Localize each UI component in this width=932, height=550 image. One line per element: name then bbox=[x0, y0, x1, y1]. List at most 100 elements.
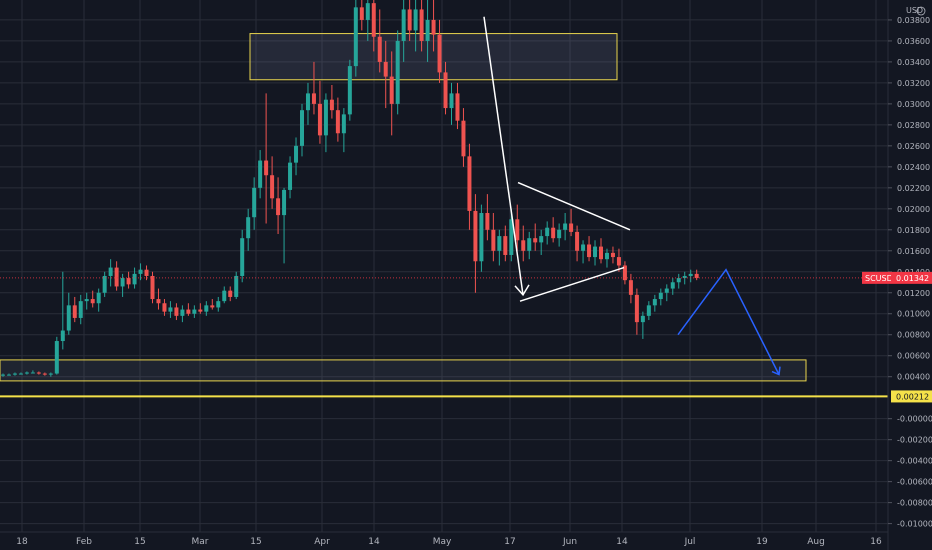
candle-body bbox=[102, 275, 107, 293]
support-zone-rect[interactable] bbox=[0, 359, 807, 382]
candle bbox=[593, 240, 598, 266]
projection-path[interactable] bbox=[677, 268, 780, 375]
candle-body bbox=[24, 372, 29, 374]
candle-body bbox=[401, 9, 406, 41]
candle bbox=[126, 271, 131, 289]
candle bbox=[551, 217, 556, 243]
price-tick-label: 0.03200 bbox=[897, 79, 930, 88]
time-tick-label: 14 bbox=[368, 537, 380, 547]
candle-body bbox=[587, 244, 592, 258]
candle bbox=[102, 271, 107, 297]
candle bbox=[401, 0, 406, 62]
candle-body bbox=[569, 223, 574, 232]
candle-body bbox=[282, 189, 287, 216]
candle-body bbox=[503, 236, 508, 255]
time-tick-label: 19 bbox=[756, 537, 768, 547]
time-tick-label: 17 bbox=[504, 537, 515, 547]
candle-body bbox=[622, 265, 627, 281]
candle-body bbox=[437, 34, 442, 73]
candle bbox=[210, 299, 215, 310]
price-tick-label: 0.03800 bbox=[897, 16, 930, 25]
candle bbox=[359, 0, 364, 31]
candle bbox=[521, 225, 526, 262]
candle bbox=[90, 290, 95, 308]
candle-body bbox=[18, 373, 23, 375]
price-tick-label: 0.02200 bbox=[897, 184, 930, 193]
candle-body bbox=[156, 299, 161, 304]
candle-body bbox=[694, 273, 699, 279]
time-tick-label: Jul bbox=[684, 537, 696, 547]
candle bbox=[628, 273, 633, 304]
down-arrow-line[interactable] bbox=[483, 16, 524, 295]
candle-body bbox=[294, 145, 299, 163]
candle bbox=[12, 372, 17, 376]
candle bbox=[150, 271, 155, 304]
candle-body bbox=[557, 229, 562, 239]
candle bbox=[413, 0, 418, 52]
candle bbox=[96, 288, 101, 312]
candle-body bbox=[84, 299, 89, 302]
candle bbox=[581, 240, 586, 264]
candle-body bbox=[48, 373, 53, 375]
candle bbox=[395, 30, 400, 115]
candle-body bbox=[539, 236, 544, 243]
candle bbox=[646, 301, 651, 321]
candle-body bbox=[389, 76, 394, 104]
candle bbox=[688, 269, 693, 283]
candle-body bbox=[521, 240, 526, 251]
candle bbox=[425, 0, 430, 62]
candle bbox=[48, 372, 53, 377]
candle bbox=[670, 278, 675, 295]
trend-drawings[interactable] bbox=[0, 16, 888, 398]
price-tick-label: -0.00000 bbox=[897, 415, 932, 424]
triangle-upper-line[interactable] bbox=[517, 181, 631, 231]
candle bbox=[491, 213, 496, 262]
time-tick-label: Aug bbox=[807, 537, 825, 547]
price-tick-label: 0.01000 bbox=[897, 310, 930, 319]
candle-body bbox=[491, 229, 496, 251]
price-tick-label: 0.02400 bbox=[897, 163, 930, 172]
triangle-lower-line[interactable] bbox=[519, 266, 625, 302]
candle bbox=[180, 305, 185, 323]
support-price-badge bbox=[891, 390, 932, 403]
candle-body bbox=[551, 227, 556, 239]
candle bbox=[485, 194, 490, 241]
candle-body bbox=[192, 309, 197, 314]
candle-body bbox=[640, 315, 645, 323]
candle-body bbox=[509, 219, 514, 255]
candle bbox=[317, 80, 322, 144]
candle-body bbox=[180, 309, 185, 316]
candle bbox=[622, 261, 627, 285]
candle bbox=[664, 284, 669, 302]
time-tick-label: 16 bbox=[870, 537, 882, 547]
candle-body bbox=[676, 278, 681, 283]
candle bbox=[311, 61, 316, 115]
candle-body bbox=[12, 373, 17, 375]
candle bbox=[652, 294, 657, 312]
candle-body bbox=[485, 213, 490, 230]
candle-body bbox=[467, 156, 472, 211]
price-tick-label: 0.00800 bbox=[897, 331, 930, 340]
candle-body bbox=[413, 9, 418, 31]
candle bbox=[18, 372, 23, 375]
candle bbox=[222, 286, 227, 304]
candle bbox=[24, 371, 29, 375]
price-tick-label: 0.03600 bbox=[897, 37, 930, 46]
candle-body bbox=[168, 307, 173, 312]
candle-body bbox=[329, 99, 334, 111]
candle-body bbox=[383, 61, 388, 77]
candle bbox=[569, 208, 574, 237]
candle-body bbox=[270, 175, 275, 199]
candle-body bbox=[311, 93, 316, 104]
candle bbox=[216, 296, 221, 312]
time-axis[interactable]: 18 Feb 15 Mar 15 Apr 14 May 17 Jun 14 Jul 19 Aug 16 bbox=[0, 531, 888, 547]
ticker-badge bbox=[862, 271, 891, 284]
candle bbox=[192, 305, 197, 318]
time-tick-label: Mar bbox=[192, 537, 209, 547]
candle-body bbox=[42, 373, 47, 375]
price-tick-label: 0.01600 bbox=[897, 247, 930, 256]
candle bbox=[228, 286, 233, 302]
candle-body bbox=[234, 275, 239, 297]
support-box[interactable] bbox=[0, 359, 807, 382]
